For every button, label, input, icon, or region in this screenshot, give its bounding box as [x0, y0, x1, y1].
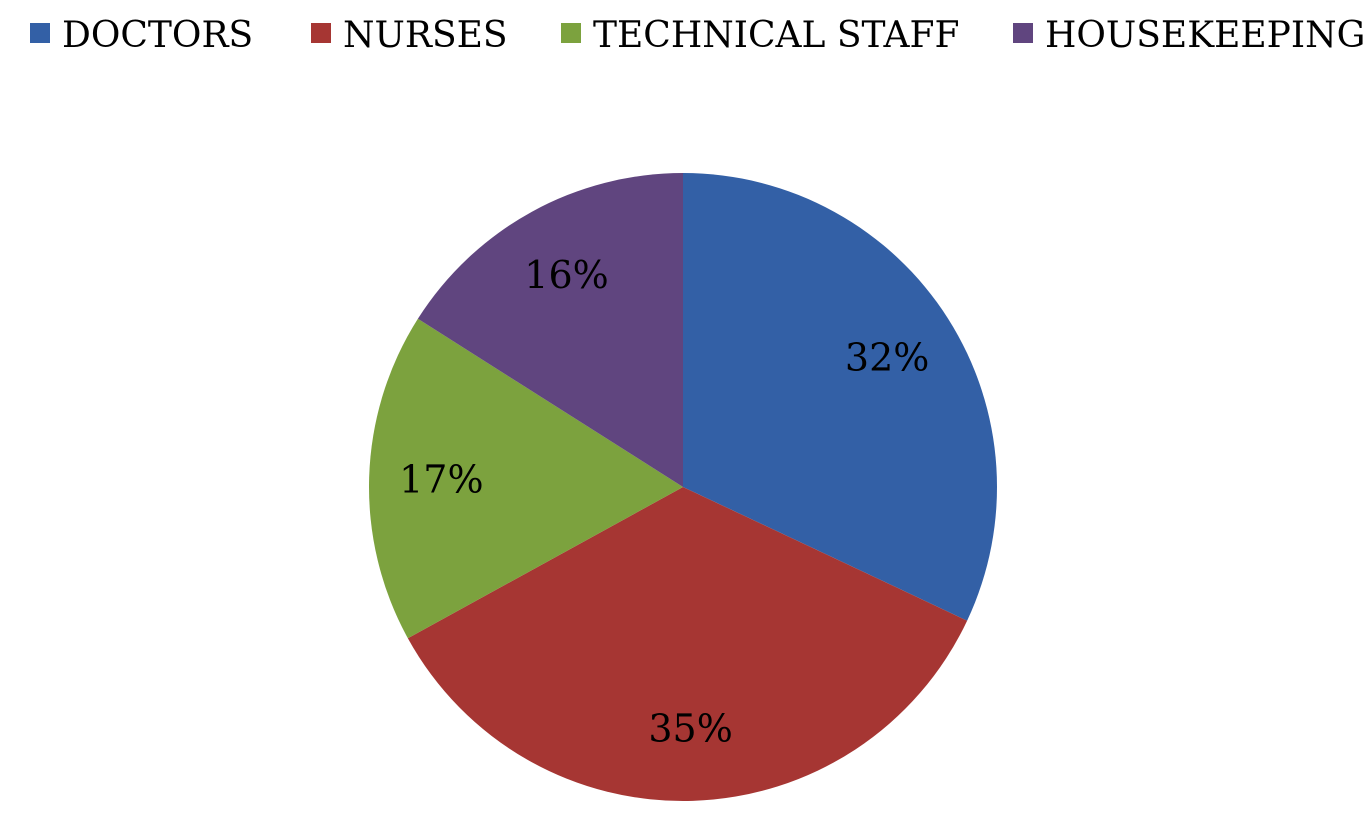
legend-swatch-housekeeping	[1013, 23, 1033, 43]
pie-slices	[368, 173, 997, 801]
data-label-doctors: 32%	[845, 335, 929, 379]
pie-slice-housekeeping	[417, 173, 683, 487]
chart-legend: DOCTORS NURSES TECHNICAL STAFF HOUSEKEEPING	[30, 15, 1365, 56]
pie-slice-doctors	[683, 173, 997, 621]
data-label-housekeeping: 16%	[524, 253, 608, 297]
legend-swatch-technical-staff	[561, 23, 581, 43]
legend-label-technical-staff: TECHNICAL STAFF	[593, 15, 960, 56]
pie-slice-technical-staff	[368, 318, 683, 639]
legend-swatch-nurses	[311, 23, 331, 43]
pie-slice-nurses	[407, 487, 968, 801]
legend-label-doctors: DOCTORS	[62, 15, 253, 56]
data-label-technical-staff: 17%	[399, 457, 483, 501]
legend-label-nurses: NURSES	[343, 15, 508, 56]
legend-label-housekeeping: HOUSEKEEPING	[1045, 15, 1365, 56]
data-label-nurses: 35%	[648, 707, 732, 751]
legend-swatch-doctors	[30, 23, 50, 43]
pie-data-labels: 32% 35% 17% 16%	[399, 253, 929, 751]
